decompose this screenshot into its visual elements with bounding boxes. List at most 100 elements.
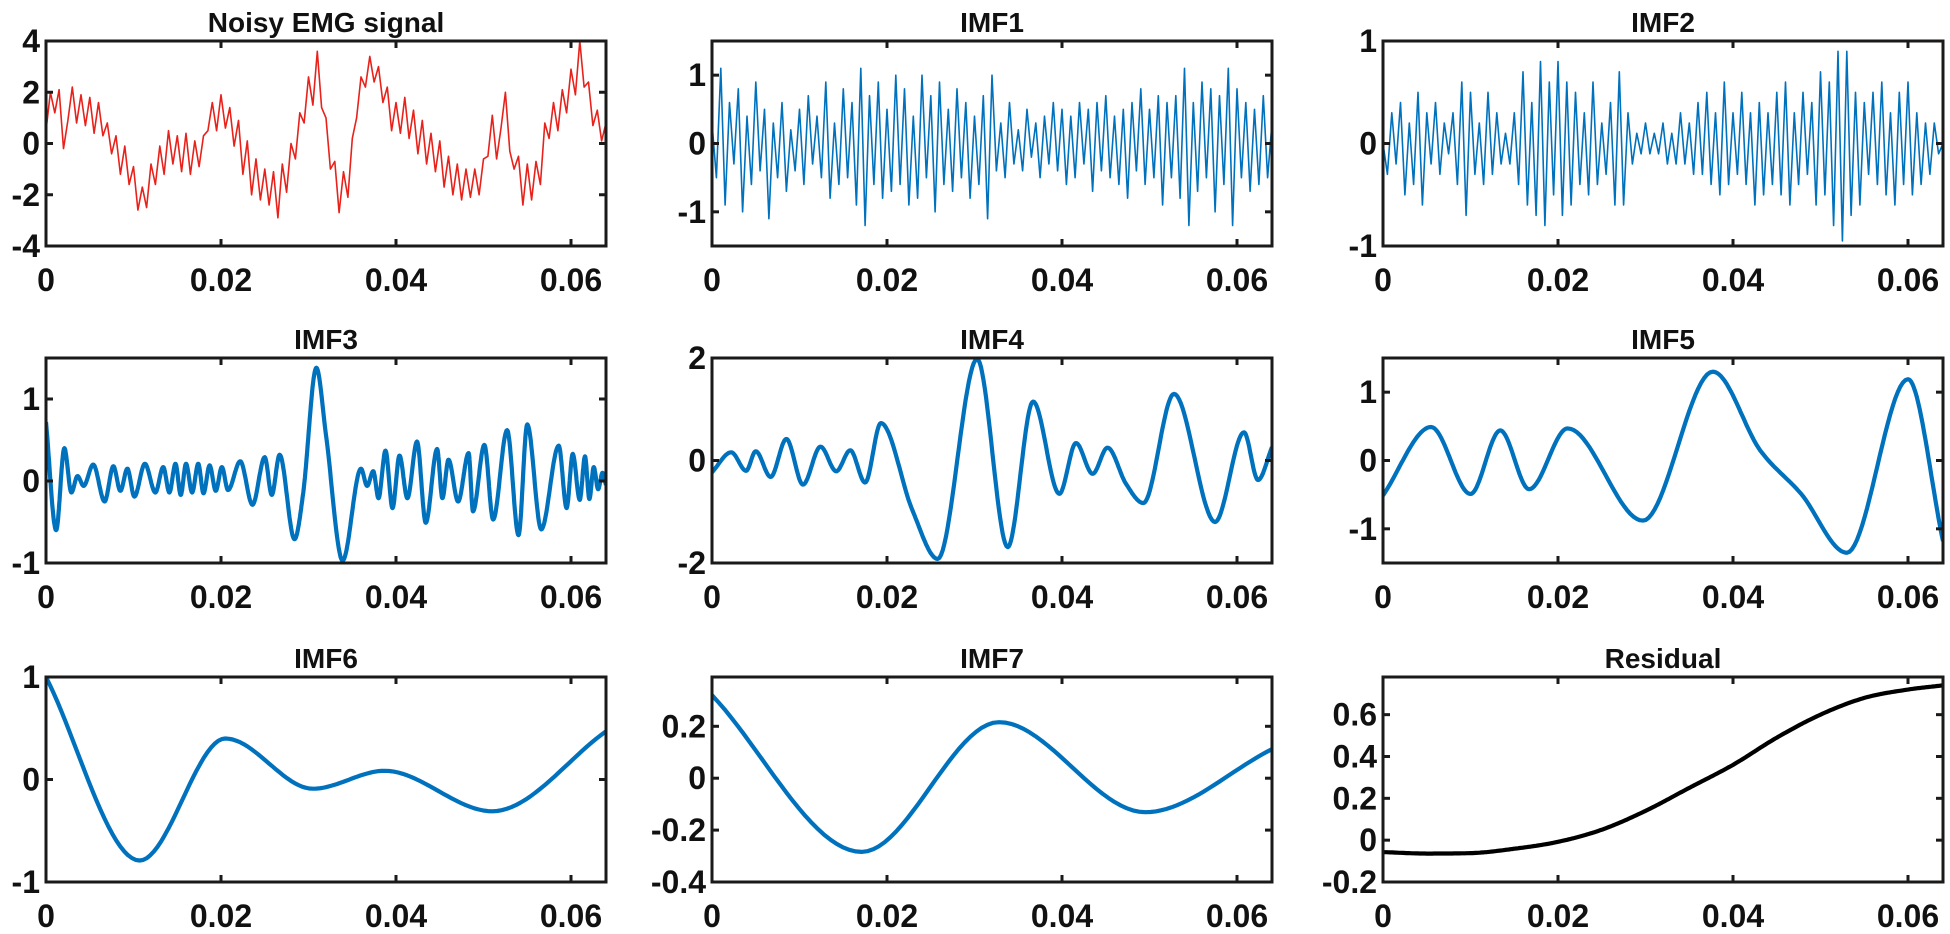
x-tick-label: 0.02 (190, 262, 252, 298)
axes-box (44, 356, 608, 565)
y-tick-label: -0.4 (651, 864, 706, 900)
x-tick-label: 0 (37, 262, 55, 298)
y-tick-label: 0.2 (1333, 780, 1377, 816)
series-line (1383, 369, 1943, 555)
x-tick-label: 0.04 (365, 898, 427, 934)
x-tick-label: 0.06 (1206, 579, 1268, 615)
x-tick-label: 0.04 (1031, 898, 1093, 934)
x-tick-label: 0.04 (1031, 262, 1093, 298)
y-tick-label: -1 (1349, 511, 1377, 547)
x-tick-label: 0.06 (1877, 262, 1939, 298)
subplot-imf7: IMF7 0 0.02 0.04 0.06 -0.4 -0.2 0 0.2 (651, 643, 1274, 934)
y-tick-label: 0 (688, 760, 706, 796)
subplot-title: IMF5 (1631, 324, 1695, 355)
y-tick-label: -4 (12, 228, 41, 264)
series-line (1383, 683, 1943, 856)
y-tick-label: -1 (12, 545, 40, 581)
x-tick-label: 0 (703, 262, 721, 298)
subplot-imf1: IMF1 0 0.02 0.04 0.06 -1 0 1 (678, 7, 1274, 298)
x-tick-label: 0.02 (1527, 898, 1589, 934)
x-tick-label: 0.04 (1031, 579, 1093, 615)
axes-box (1381, 675, 1945, 884)
axes-box (1381, 39, 1945, 248)
y-tick-label: 0 (22, 762, 40, 798)
subplot-title: Residual (1605, 643, 1722, 674)
y-tick-label: 0 (1359, 443, 1377, 479)
subplot-title: IMF3 (294, 324, 358, 355)
x-tick-label: 0.04 (1702, 898, 1764, 934)
x-tick-label: 0 (37, 579, 55, 615)
series-line (46, 365, 606, 563)
x-tick-label: 0.02 (190, 898, 252, 934)
y-tick-label: -2 (12, 177, 40, 213)
x-tick-label: 0.06 (540, 579, 602, 615)
y-tick-label: 1 (22, 381, 40, 417)
y-tick-label: 0 (1359, 126, 1377, 162)
y-tick-label: -0.2 (1322, 864, 1377, 900)
y-tick-label: 0 (688, 443, 706, 479)
subplot-title: IMF1 (960, 7, 1024, 38)
x-tick-label: 0.06 (1877, 898, 1939, 934)
y-tick-label: 0.2 (662, 708, 706, 744)
x-tick-label: 0.06 (1206, 262, 1268, 298)
series-line (46, 677, 606, 863)
y-tick-label: -1 (678, 194, 706, 230)
x-tick-label: 0.06 (540, 898, 602, 934)
x-tick-label: 0.02 (1527, 579, 1589, 615)
x-tick-label: 0.04 (365, 262, 427, 298)
y-tick-label: -1 (1349, 228, 1377, 264)
y-tick-label: 2 (22, 74, 40, 110)
series-line (46, 41, 606, 219)
x-tick-label: 0 (1374, 898, 1392, 934)
subplot-title: IMF2 (1631, 7, 1695, 38)
y-tick-label: 1 (1359, 23, 1377, 59)
y-tick-label: 0 (1359, 822, 1377, 858)
y-tick-label: 0.4 (1333, 738, 1378, 774)
y-tick-label: 0.6 (1333, 697, 1377, 733)
x-tick-label: 0 (703, 898, 721, 934)
series-line (712, 358, 1272, 561)
x-tick-label: 0.04 (1702, 262, 1764, 298)
series-line (712, 693, 1272, 854)
y-tick-label: 0 (688, 126, 706, 162)
subplot-title: IMF7 (960, 643, 1024, 674)
x-tick-label: 0.06 (540, 262, 602, 298)
x-tick-label: 0 (1374, 579, 1392, 615)
subplot-title: IMF6 (294, 643, 358, 674)
subplot-noisy-emg-signal: Noisy EMG signal 0 0.02 0.04 0.06 -4 -2 0 2 4 (12, 7, 608, 298)
y-tick-label: 0 (22, 463, 40, 499)
x-tick-label: 0.06 (1206, 898, 1268, 934)
x-tick-label: 0.04 (365, 579, 427, 615)
axes-box (710, 675, 1274, 884)
y-tick-label: 0 (22, 126, 40, 162)
y-tick-label: 1 (1359, 374, 1377, 410)
x-tick-label: 0.04 (1702, 579, 1764, 615)
series-line (712, 67, 1272, 227)
y-tick-label: -1 (12, 864, 40, 900)
axes-box (44, 39, 608, 248)
y-tick-label: -2 (678, 545, 706, 581)
x-tick-label: 0 (703, 579, 721, 615)
x-tick-label: 0.06 (1877, 579, 1939, 615)
x-tick-label: 0 (1374, 262, 1392, 298)
y-tick-label: 1 (22, 659, 40, 695)
x-tick-label: 0 (37, 898, 55, 934)
axes-box (44, 675, 608, 884)
y-tick-label: 2 (688, 340, 706, 376)
x-tick-label: 0.02 (1527, 262, 1589, 298)
y-tick-label: 4 (22, 23, 40, 59)
subplot-title: IMF4 (960, 324, 1024, 355)
subplot-title: Noisy EMG signal (208, 7, 445, 38)
subplot-imf5: IMF5 0 0.02 0.04 0.06 -1 0 1 (1349, 324, 1945, 615)
series-line (1383, 50, 1943, 242)
x-tick-label: 0.02 (856, 898, 918, 934)
x-tick-label: 0.02 (856, 579, 918, 615)
y-tick-label: -0.2 (651, 812, 706, 848)
x-tick-label: 0.02 (856, 262, 918, 298)
